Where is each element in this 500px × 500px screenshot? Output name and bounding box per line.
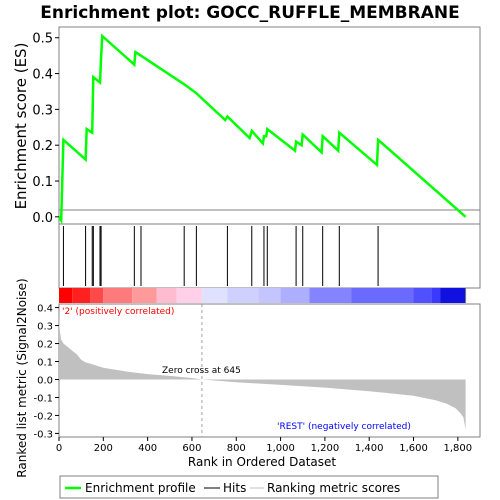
- legend: Enrichment profile Hits Ranking metric s…: [59, 475, 439, 499]
- x-axis-label: Rank in Ordered Dataset: [188, 455, 336, 469]
- positive-correlation-label: '2' (positively correlated): [62, 307, 174, 317]
- color-bar-segment: [132, 288, 157, 303]
- x-tick-label: 200: [94, 443, 113, 454]
- color-bar-segment: [258, 288, 281, 303]
- es-y-tick-label: 0.4: [32, 68, 53, 83]
- color-bar-segment: [440, 288, 466, 303]
- metric-y-axis: 0.4 0.3 0.2 0.1 0.0 -0.1 -0.2 -0.3: [33, 304, 59, 440]
- metric-panel-frame: [58, 303, 481, 438]
- color-bar-segment: [201, 288, 228, 303]
- es-y-tick-label: 0.0: [32, 211, 53, 226]
- x-tick-label: 1,200: [311, 443, 340, 454]
- x-tick-label: 600: [182, 443, 201, 454]
- metric-y-tick-label: 0.1: [37, 358, 53, 369]
- x-tick-label: 400: [138, 443, 157, 454]
- x-tick-label: 1,000: [266, 443, 295, 454]
- color-bar-segment: [309, 288, 352, 303]
- es-y-axis: 0.0 0.1 0.2 0.3 0.4 0.5: [32, 32, 59, 226]
- metric-y-axis-label: Ranked list metric (Signal2Noise): [15, 278, 29, 477]
- es-y-tick-label: 0.2: [32, 139, 53, 154]
- hits-panel-frame: [58, 223, 481, 289]
- x-tick-label: 1,400: [355, 443, 384, 454]
- hits-markers: [62, 226, 379, 286]
- x-tick-label: 800: [227, 443, 246, 454]
- color-bar-segment: [413, 288, 432, 303]
- color-bar-segment: [280, 288, 310, 303]
- metric-y-tick-label: 0.0: [37, 375, 53, 386]
- zero-cross-label: Zero cross at 645: [162, 366, 241, 376]
- legend-hits-label: Hits: [223, 481, 246, 495]
- color-bar-segment: [72, 288, 91, 303]
- es-panel-frame: [58, 26, 481, 225]
- color-bar-segment: [59, 288, 73, 303]
- color-bar-segment: [156, 288, 177, 303]
- metric-y-tick-label: 0.2: [37, 340, 53, 351]
- negative-correlation-label: 'REST' (negatively correlated): [277, 422, 411, 432]
- color-bar-segment: [103, 288, 133, 303]
- x-tick-label: 1,800: [444, 443, 473, 454]
- color-bar-segment: [351, 288, 414, 303]
- es-y-tick-label: 0.1: [32, 175, 53, 190]
- es-y-tick-label: 0.3: [32, 103, 53, 118]
- metric-y-tick-label: 0.4: [37, 304, 53, 315]
- legend-frame: [59, 475, 439, 499]
- es-y-tick-label: 0.5: [32, 32, 53, 47]
- x-axis: 0 200 400 600 800 1,000 1,200 1,400 1,600 1,800: [56, 437, 472, 454]
- es-y-axis-label: Enrichment score (ES): [12, 43, 30, 210]
- color-bar-segment: [176, 288, 202, 303]
- legend-metric-label: Ranking metric scores: [267, 481, 400, 495]
- legend-es-label: Enrichment profile: [85, 481, 196, 495]
- metric-y-tick-label: -0.1: [33, 393, 53, 404]
- metric-y-tick-label: -0.3: [33, 429, 53, 440]
- metric-y-tick-label: 0.3: [37, 322, 53, 333]
- enrichment-profile-line: [57, 33, 467, 225]
- color-bar-segment: [90, 288, 104, 303]
- color-bar-segment: [227, 288, 259, 303]
- chart-title: Enrichment plot: GOCC_RUFFLE_MEMBRANE: [40, 3, 459, 23]
- ranking-color-bar: [59, 288, 467, 303]
- x-tick-label: 0: [56, 443, 62, 454]
- x-tick-label: 1,600: [399, 443, 428, 454]
- metric-y-tick-label: -0.2: [33, 411, 53, 422]
- color-bar-segment: [431, 288, 441, 303]
